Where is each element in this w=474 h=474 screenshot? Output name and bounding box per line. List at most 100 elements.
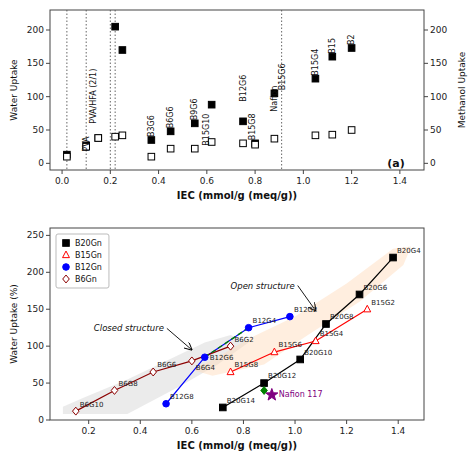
annotation: PVA bbox=[82, 136, 91, 152]
plot-area bbox=[64, 10, 355, 170]
data-point bbox=[312, 337, 319, 344]
annotation: B15G4 bbox=[311, 49, 320, 76]
series-line bbox=[231, 309, 368, 372]
chart-root: 0.00.20.40.60.81.01.21.40501001502000501… bbox=[0, 0, 474, 474]
x-tick-label: 1.2 bbox=[344, 176, 358, 186]
annotation: B3G6 bbox=[147, 115, 156, 137]
annotation: B2 bbox=[347, 34, 356, 45]
x-tick bbox=[191, 420, 192, 424]
annotation-arrow bbox=[167, 328, 192, 349]
data-point bbox=[112, 133, 119, 140]
legend-marker bbox=[63, 240, 70, 247]
data-point bbox=[356, 291, 363, 298]
point-label: B12G6 bbox=[210, 354, 234, 362]
data-point bbox=[95, 135, 102, 142]
data-point bbox=[364, 305, 371, 312]
annotation: PVA/HFA (2/1) bbox=[89, 69, 98, 124]
data-point bbox=[112, 23, 119, 30]
x-tick bbox=[398, 420, 399, 424]
data-point bbox=[261, 380, 268, 387]
point-label: B20G6 bbox=[364, 284, 388, 292]
legend-box bbox=[56, 234, 109, 288]
series-line bbox=[223, 258, 393, 408]
point-label: B15G2 bbox=[371, 299, 395, 307]
x-axis-label: IEC (mmol/g (meq/g)) bbox=[177, 190, 297, 201]
data-point bbox=[271, 348, 278, 355]
y2-tick bbox=[424, 163, 428, 164]
point-label: B6G8 bbox=[118, 380, 137, 388]
point-label: B20G4 bbox=[397, 247, 421, 255]
data-point bbox=[271, 135, 278, 142]
x-tick bbox=[158, 170, 159, 174]
point-label: Nafion 117 bbox=[279, 390, 323, 399]
y-tick bbox=[46, 30, 50, 31]
labels: PVAPVA/HFA (2/1)B3G6B6G6B9G6B15G10B12G6B… bbox=[82, 34, 405, 169]
data-point bbox=[390, 254, 397, 261]
vertical-line bbox=[115, 10, 116, 170]
data-point bbox=[208, 101, 215, 108]
x-tick bbox=[62, 170, 63, 174]
legend-marker bbox=[63, 251, 70, 258]
y-tick bbox=[46, 346, 50, 347]
y-tick bbox=[46, 420, 50, 421]
data-point bbox=[252, 141, 259, 148]
data-point bbox=[240, 118, 247, 125]
axes: 0.20.40.60.81.01.21.4050100150200250IEC … bbox=[9, 228, 424, 451]
y2-tick-label: 200 bbox=[430, 25, 447, 35]
point-label: B20G12 bbox=[268, 372, 296, 380]
y2-tick bbox=[424, 96, 428, 97]
x-tick-label: 0.8 bbox=[248, 176, 263, 186]
x-tick bbox=[110, 170, 111, 174]
data-point bbox=[119, 132, 126, 139]
series-line bbox=[76, 346, 231, 411]
x-axis-label: IEC (mmol/g (meq/g)) bbox=[177, 440, 297, 451]
y-tick-label: 100 bbox=[27, 92, 44, 102]
x-tick-label: 0.2 bbox=[103, 176, 117, 186]
labels: Open structureClosed structureNafion 117… bbox=[80, 247, 421, 409]
panel-label: (a) bbox=[387, 157, 404, 170]
data-point bbox=[297, 356, 304, 363]
point-label: B6G6 bbox=[157, 361, 177, 369]
legend-label: B20Gn bbox=[75, 239, 102, 248]
vertical-line bbox=[110, 10, 111, 170]
y-tick bbox=[46, 309, 50, 310]
data-point bbox=[312, 132, 319, 139]
x-tick-label: 1.4 bbox=[391, 426, 406, 436]
y-axis-label: Water Uptake (%) bbox=[9, 284, 19, 364]
point-label: B12G4 bbox=[253, 317, 277, 325]
x-tick-label: 1.2 bbox=[339, 426, 353, 436]
data-point bbox=[227, 368, 234, 375]
x-tick bbox=[243, 420, 244, 424]
y2-axis-label: Methanol Uptake bbox=[457, 51, 467, 128]
x-tick bbox=[255, 170, 256, 174]
y-tick-label: 50 bbox=[33, 125, 45, 135]
x-tick bbox=[206, 170, 207, 174]
x-tick bbox=[351, 170, 352, 174]
y-tick bbox=[46, 272, 50, 273]
point-label: B20G10 bbox=[304, 349, 332, 357]
annotation: B15G6 bbox=[278, 63, 287, 90]
annotation: B6G6 bbox=[166, 106, 175, 128]
y2-tick-label: 100 bbox=[430, 92, 447, 102]
point-label: B20G8 bbox=[330, 313, 354, 321]
y2-tick-label: 0 bbox=[430, 158, 436, 168]
x-tick-label: 0.8 bbox=[236, 426, 251, 436]
point-label: B20G14 bbox=[227, 397, 256, 405]
y2-tick-label: 50 bbox=[430, 125, 442, 135]
annotation: Open structure bbox=[231, 281, 295, 291]
data-point bbox=[148, 153, 155, 160]
x-tick bbox=[346, 420, 347, 424]
data-point bbox=[329, 131, 336, 138]
plot-frame bbox=[50, 228, 424, 420]
y-tick-label: 200 bbox=[27, 25, 44, 35]
point-label: B12G2 bbox=[294, 306, 318, 314]
data-point bbox=[119, 47, 126, 54]
point-label: B15G8 bbox=[235, 361, 259, 369]
region bbox=[192, 246, 411, 375]
y-tick bbox=[46, 235, 50, 236]
legend-label: B6Gn bbox=[75, 275, 97, 284]
annotation: B9G6 bbox=[190, 98, 199, 120]
point-label: B12G8 bbox=[170, 393, 194, 401]
vertical-line bbox=[66, 10, 67, 170]
annotation: B15G10 bbox=[202, 114, 211, 146]
